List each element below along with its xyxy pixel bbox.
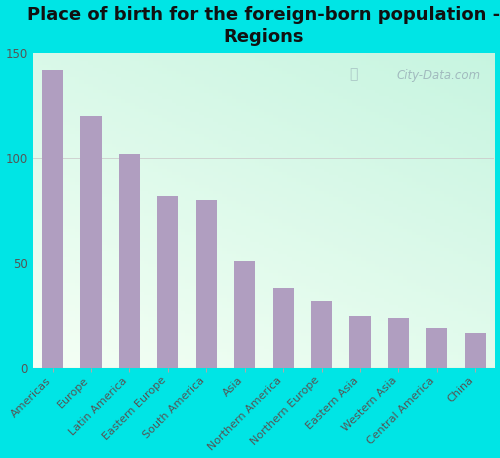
Bar: [119, 154, 140, 368]
Bar: [311, 301, 332, 368]
Bar: [388, 318, 409, 368]
Bar: [426, 328, 448, 368]
Bar: [158, 196, 178, 368]
Title: Place of birth for the foreign-born population -
Regions: Place of birth for the foreign-born popu…: [28, 5, 500, 46]
Bar: [80, 116, 102, 368]
Bar: [42, 70, 63, 368]
Text: City-Data.com: City-Data.com: [396, 69, 480, 82]
Bar: [350, 316, 370, 368]
Bar: [464, 333, 486, 368]
Bar: [196, 200, 217, 368]
Bar: [234, 261, 256, 368]
Bar: [272, 289, 293, 368]
Text: ⦾: ⦾: [349, 67, 358, 81]
